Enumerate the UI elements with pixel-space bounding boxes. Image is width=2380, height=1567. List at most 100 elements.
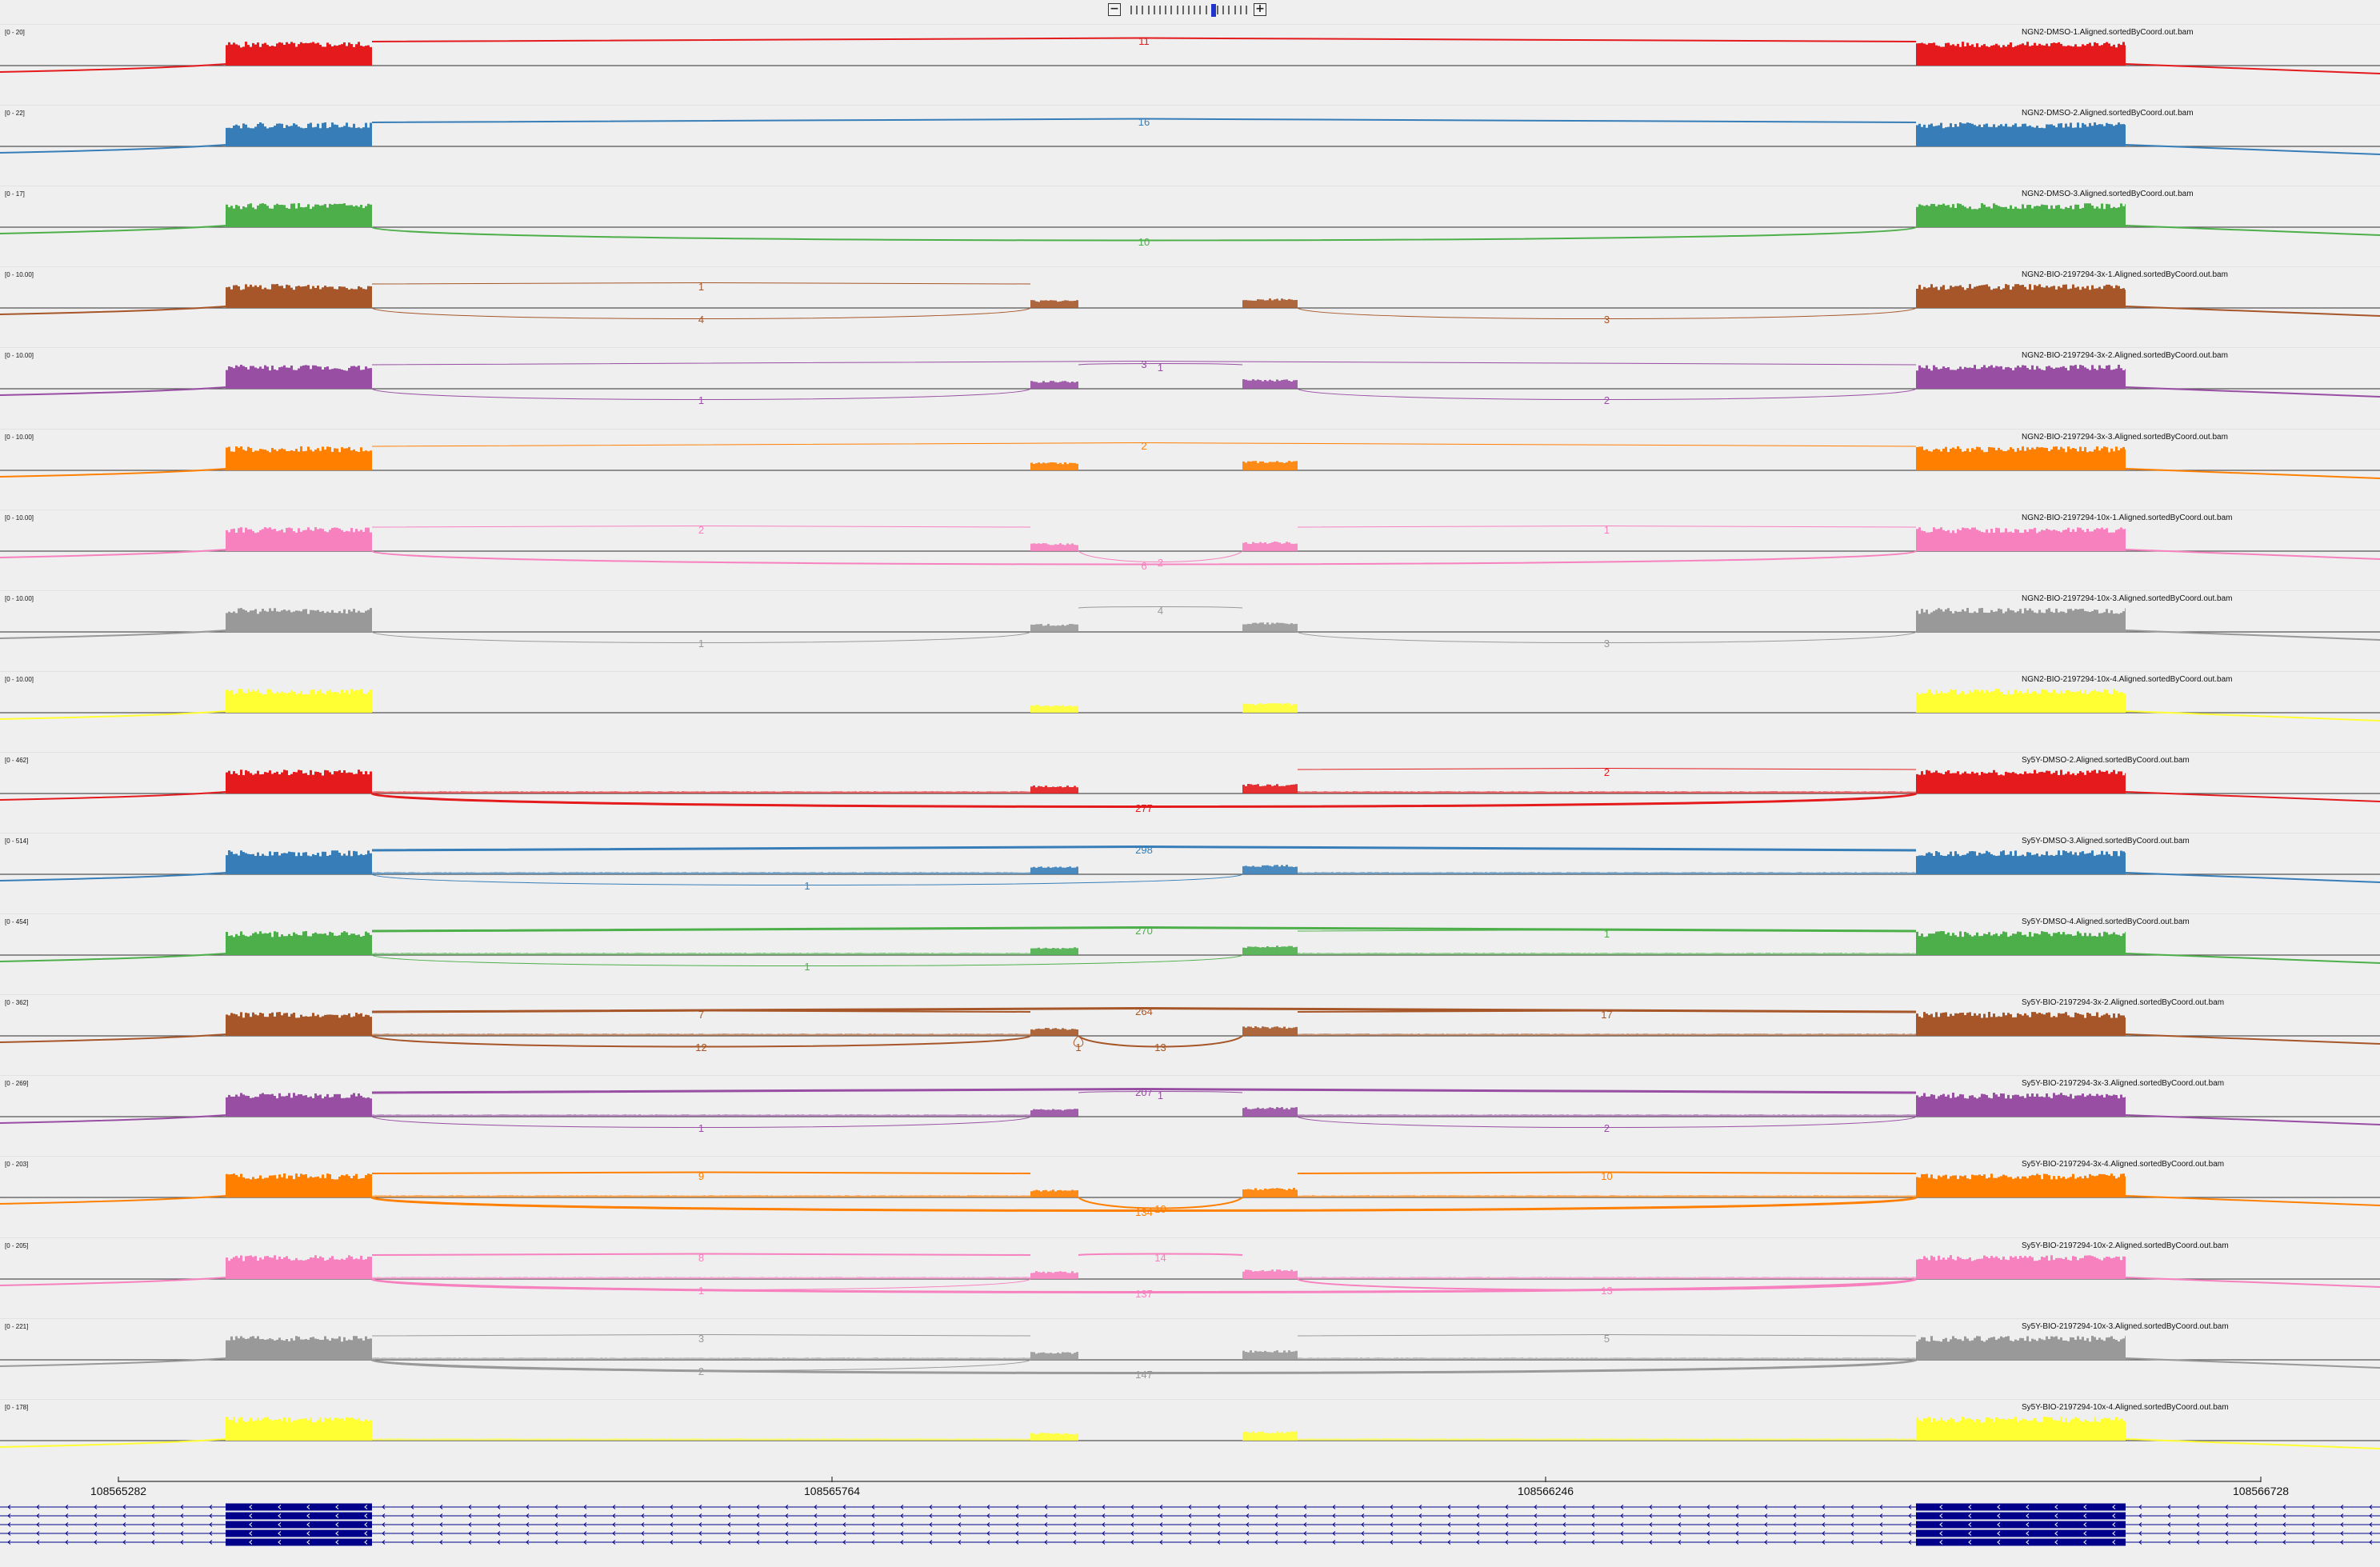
zoom-tick[interactable]: [1239, 6, 1242, 14]
exon-block[interactable]: [226, 1512, 372, 1520]
track[interactable]: 1 4 3: [0, 266, 2380, 347]
zoom-tick[interactable]: [1194, 6, 1196, 14]
track-name[interactable]: Sy5Y-DMSO-2.Aligned.sortedByCoord.out.ba…: [2022, 755, 2190, 765]
track-name[interactable]: Sy5Y-BIO-2197294-3x-3.Aligned.sortedByCo…: [2022, 1079, 2225, 1089]
exon-block[interactable]: [1916, 1512, 2126, 1520]
track-name[interactable]: Sy5Y-DMSO-4.Aligned.sortedByCoord.out.ba…: [2022, 917, 2190, 927]
track-name[interactable]: NGN2-BIO-2197294-3x-3.Aligned.sortedByCo…: [2022, 432, 2228, 442]
junction-arc[interactable]: [371, 1009, 1031, 1013]
zoom-tick[interactable]: [1182, 6, 1184, 14]
track[interactable]: 2 16 2: [0, 509, 2380, 590]
zoom-tick[interactable]: [1246, 6, 1247, 14]
junction-arc[interactable]: [1078, 363, 1243, 366]
track[interactable]: 3 52 147: [0, 1317, 2380, 1399]
exon-block[interactable]: [226, 1529, 372, 1537]
junction-arc[interactable]: [371, 226, 1917, 242]
junction-arc[interactable]: [1297, 631, 1917, 643]
junction-arc[interactable]: [1078, 1091, 1243, 1093]
zoom-tick[interactable]: [1188, 6, 1190, 14]
zoom-tick[interactable]: [1176, 6, 1178, 14]
track[interactable]: 207 1 1 2: [0, 1075, 2380, 1156]
track-name[interactable]: Sy5Y-BIO-2197294-10x-2.Aligned.sortedByC…: [2022, 1241, 2229, 1250]
zoom-level-indicator[interactable]: [1210, 4, 1216, 17]
zoom-tick[interactable]: [1165, 6, 1167, 14]
track-name[interactable]: NGN2-BIO-2197294-3x-1.Aligned.sortedByCo…: [2022, 270, 2228, 280]
track[interactable]: 8 141 137 13: [0, 1237, 2380, 1318]
junction-arc[interactable]: [370, 1358, 1918, 1374]
track-name[interactable]: NGN2-DMSO-1.Aligned.sortedByCoord.out.ba…: [2022, 28, 2194, 37]
junction-arc[interactable]: [371, 1035, 1031, 1048]
junction-arc[interactable]: [1297, 307, 1917, 320]
exon-block[interactable]: [1916, 1529, 2126, 1537]
track-name[interactable]: NGN2-DMSO-3.Aligned.sortedByCoord.out.ba…: [2022, 190, 2194, 199]
junction-arc[interactable]: [371, 550, 1917, 566]
junction-arc[interactable]: [1078, 1035, 1243, 1048]
zoom-tick[interactable]: [1130, 6, 1132, 14]
track-name[interactable]: NGN2-BIO-2197294-3x-2.Aligned.sortedByCo…: [2022, 351, 2228, 361]
exon-block[interactable]: [1916, 1538, 2126, 1546]
junction-arc[interactable]: [1297, 1009, 1917, 1013]
exon-block[interactable]: [1916, 1521, 2126, 1529]
junction-arc[interactable]: [371, 1171, 1031, 1175]
track-name[interactable]: Sy5Y-BIO-2197294-10x-4.Aligned.sortedByC…: [2022, 1402, 2229, 1412]
junction-arc[interactable]: [371, 307, 1031, 320]
track-name[interactable]: Sy5Y-BIO-2197294-3x-4.Aligned.sortedByCo…: [2022, 1160, 2225, 1169]
track[interactable]: [0, 1398, 2380, 1480]
zoom-tick[interactable]: [1234, 6, 1236, 14]
track[interactable]: 2 277: [0, 751, 2380, 833]
junction-arc[interactable]: [1297, 388, 1917, 401]
junction-arc[interactable]: [371, 388, 1031, 401]
junction-arc[interactable]: [371, 1253, 1031, 1256]
track[interactable]: 10: [0, 186, 2380, 266]
zoom-tick[interactable]: [1217, 6, 1218, 14]
track[interactable]: 298 1: [0, 833, 2380, 913]
track[interactable]: 270 1 1: [0, 913, 2380, 994]
zoom-tick[interactable]: [1142, 6, 1144, 14]
zoom-tick[interactable]: [1205, 6, 1207, 14]
track-name[interactable]: Sy5Y-DMSO-3.Aligned.sortedByCoord.out.ba…: [2022, 837, 2190, 845]
track-name[interactable]: NGN2-BIO-2197294-10x-3.Aligned.sortedByC…: [2022, 594, 2233, 603]
zoom-tick[interactable]: [1153, 6, 1155, 14]
junction-arc[interactable]: [1078, 550, 1243, 562]
track[interactable]: 16: [0, 105, 2380, 186]
exon-block[interactable]: [226, 1538, 372, 1546]
zoom-tick[interactable]: [1136, 6, 1138, 14]
zoom-tick[interactable]: [1170, 6, 1173, 14]
junction-arc[interactable]: [371, 631, 1031, 643]
track[interactable]: 264 7 17 12 13 1: [0, 994, 2380, 1075]
junction-arc[interactable]: [371, 873, 1243, 885]
junction-arc[interactable]: [371, 954, 1243, 967]
exon-block[interactable]: [226, 1503, 372, 1511]
zoom-tick[interactable]: [1199, 6, 1202, 14]
track[interactable]: 11: [0, 24, 2380, 105]
junction-arc[interactable]: [1297, 1116, 1917, 1129]
junction-arc[interactable]: [1073, 1035, 1084, 1048]
junction-arc[interactable]: [370, 792, 1918, 808]
track-name[interactable]: Sy5Y-BIO-2197294-10x-3.Aligned.sortedByC…: [2022, 1321, 2229, 1331]
junction-arc[interactable]: [1297, 1171, 1917, 1175]
track-name[interactable]: Sy5Y-BIO-2197294-3x-2.Aligned.sortedByCo…: [2022, 998, 2225, 1008]
junction-arc[interactable]: [370, 1197, 1918, 1213]
junction-arc[interactable]: [1078, 1253, 1243, 1256]
junction-arc[interactable]: [370, 1277, 1918, 1293]
junction-arc[interactable]: [1078, 1197, 1243, 1209]
junction-arc[interactable]: [1297, 1277, 1917, 1290]
track[interactable]: 4 1 3: [0, 590, 2380, 671]
track[interactable]: 3 11 2: [0, 347, 2380, 428]
junction-arc[interactable]: [1078, 606, 1243, 609]
zoom-in-button[interactable]: +: [1254, 3, 1266, 16]
track-name[interactable]: NGN2-BIO-2197294-10x-1.Aligned.sortedByC…: [2022, 513, 2233, 522]
track-name[interactable]: NGN2-BIO-2197294-10x-4.Aligned.sortedByC…: [2022, 674, 2233, 684]
track[interactable]: [0, 670, 2380, 752]
zoom-out-button[interactable]: −: [1108, 3, 1121, 16]
track-name[interactable]: NGN2-DMSO-2.Aligned.sortedByCoord.out.ba…: [2022, 109, 2194, 118]
junction-arc[interactable]: [371, 1116, 1031, 1129]
zoom-tick[interactable]: [1147, 6, 1150, 14]
zoom-tick[interactable]: [1222, 6, 1225, 14]
exon-block[interactable]: [1916, 1503, 2126, 1511]
zoom-tick[interactable]: [1159, 6, 1161, 14]
track[interactable]: 2: [0, 428, 2380, 510]
zoom-tick[interactable]: [1228, 6, 1230, 14]
exon-block[interactable]: [226, 1521, 372, 1529]
